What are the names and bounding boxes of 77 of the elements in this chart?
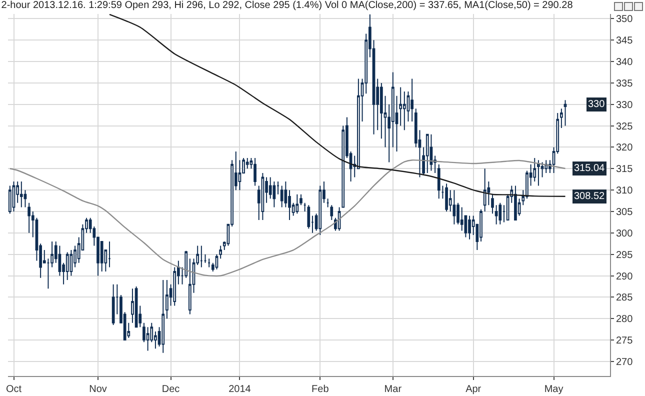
candlestick: [410, 78, 414, 122]
candlestick: [188, 258, 192, 315]
candlestick: [100, 240, 104, 272]
candlestick: [544, 160, 548, 174]
x-tick-label: 2014: [228, 384, 252, 395]
y-tick-label: 330: [616, 100, 634, 111]
candlestick: [483, 168, 486, 212]
candlestick: [307, 204, 310, 230]
candlestick: [28, 202, 30, 234]
chart-title: 2-hour 2013.12.16. 1:29:59 Open 293, Hi 296, Lo 292, Close 295 (1.4%) Vol 0 MA(Close,200) = 337.65, MA1(Close,50) = 290.28: [1, 0, 574, 12]
x-tick-label: Oct: [6, 384, 22, 395]
y-tick-label: 340: [616, 57, 634, 68]
candlestick: [219, 245, 222, 260]
candlestick: [254, 157, 256, 186]
candlestick: [12, 181, 16, 212]
line-series: [108, 14, 566, 198]
y-tick-label: 335: [616, 78, 634, 90]
text: 308.52: [574, 191, 606, 202]
y-tick-label: 350: [616, 14, 634, 26]
candlestick: [494, 204, 498, 225]
candlestick: [445, 183, 448, 212]
y-tick-label: 325: [616, 121, 634, 132]
candlestick: [131, 288, 134, 324]
candlestick: [468, 215, 471, 240]
candlestick: [162, 280, 165, 354]
y-tick-label: 310: [616, 186, 634, 197]
candlestick: [66, 252, 69, 281]
candlestick: [537, 160, 540, 186]
candlestick: [498, 202, 502, 225]
candlestick: [296, 194, 299, 214]
candlestick: [246, 157, 249, 170]
candlestick: [452, 190, 456, 225]
x-tick-label: Dec: [162, 384, 180, 395]
y-tick-label: 345: [616, 36, 634, 47]
candlestick: [200, 245, 203, 268]
y-tick-label: 290: [616, 271, 634, 282]
line-series: [9, 159, 566, 277]
y-tick-label: 295: [616, 250, 634, 261]
x-tick-label: May: [544, 384, 564, 395]
candlestick: [564, 100, 567, 126]
candlestick: [215, 254, 218, 270]
text: 330: [588, 99, 606, 110]
candlestick: [491, 194, 494, 214]
x-tick-label: Apr: [466, 384, 482, 395]
candlestick: [300, 194, 302, 206]
candlestick: [204, 254, 207, 264]
x-tick-label: Mar: [384, 384, 402, 395]
y-tick-label: 305: [616, 206, 634, 218]
candlestick: [272, 181, 276, 208]
y-tick-label: 300: [616, 228, 634, 240]
candlestick: [166, 280, 168, 320]
candlestick: [560, 108, 563, 128]
x-tick-label: Feb: [312, 384, 330, 395]
candlestick: [437, 164, 440, 200]
candlestick: [280, 185, 284, 208]
candlestick: [426, 134, 429, 174]
candlestick: [8, 185, 12, 214]
y-tick-label: 275: [616, 336, 634, 347]
candlestick: [533, 157, 536, 182]
text: 315.04: [574, 163, 606, 174]
x-tick-label: Nov: [89, 384, 107, 395]
y-tick-label: 285: [616, 292, 634, 304]
y-tick-label: 270: [616, 356, 634, 368]
candlestick: [146, 326, 150, 352]
candlestick: [261, 172, 264, 221]
y-tick-label: 320: [616, 142, 634, 154]
candlestick: [430, 134, 433, 172]
y-tick-label: 280: [616, 314, 634, 326]
y-tick-label: 315: [616, 164, 634, 176]
candlestick: [70, 250, 73, 276]
candlestick: [112, 284, 115, 326]
candlestick: [402, 91, 406, 131]
candlestick: [514, 185, 517, 221]
candlestick: [108, 240, 111, 268]
candlestick: [208, 258, 211, 268]
candlestick: [20, 181, 23, 208]
candlestick: [318, 185, 322, 236]
